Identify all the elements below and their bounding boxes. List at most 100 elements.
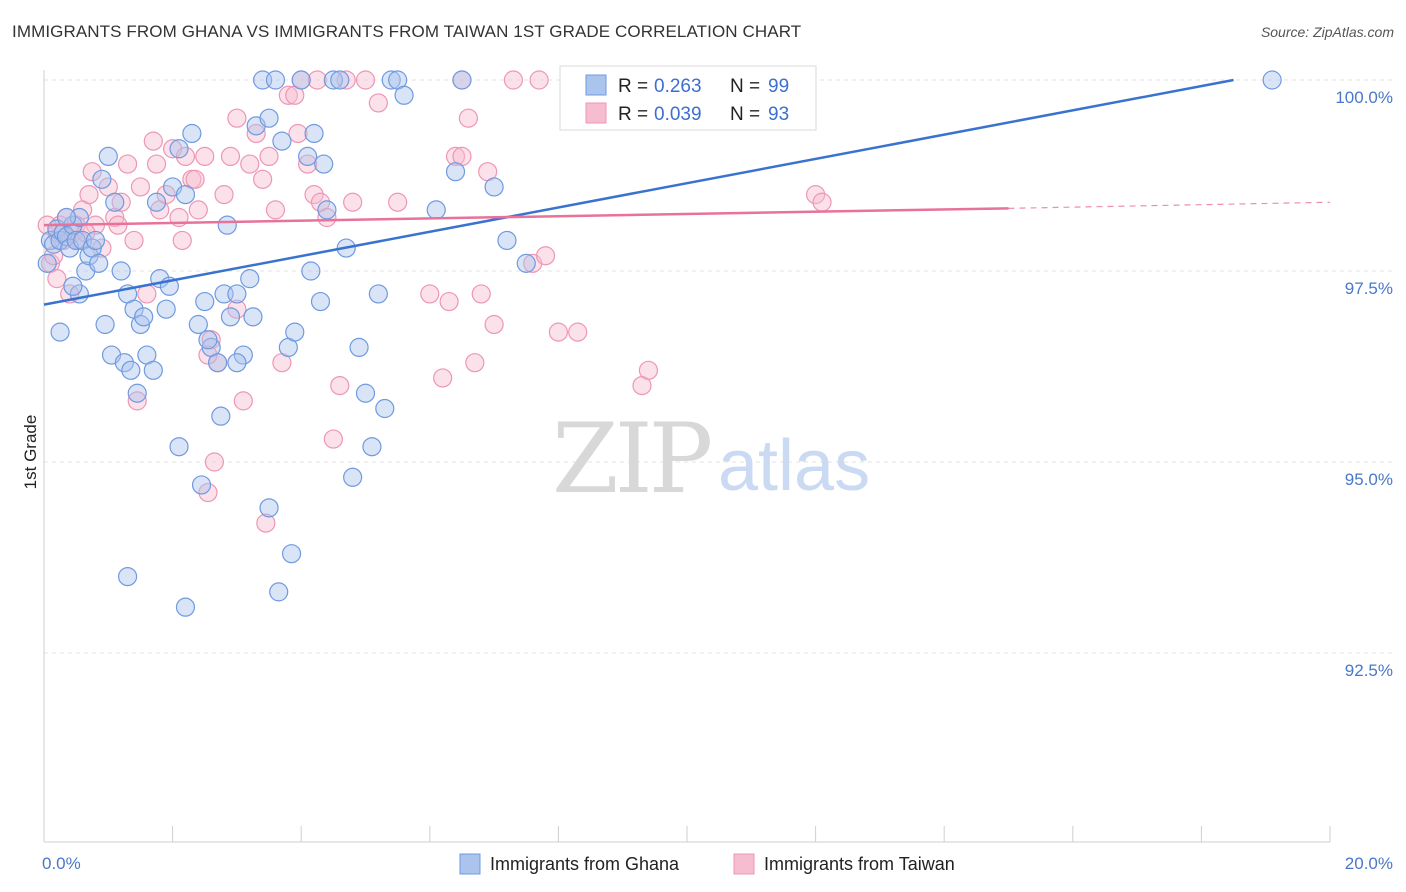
ghana-point-63: [426, 200, 446, 220]
ghana-point-43: [272, 131, 292, 151]
taiwan-point-17: [117, 154, 138, 174]
ghana-point-83: [117, 566, 138, 587]
taiwan-point-69: [568, 322, 588, 342]
taiwan-point-54: [388, 192, 408, 212]
ghana-point-95: [217, 215, 237, 235]
ghana-point-60: [381, 70, 401, 90]
ghana-point-17: [105, 192, 125, 212]
ghana-point-41: [259, 108, 279, 128]
taiwan-point-62: [471, 284, 491, 304]
ghana-point-92: [89, 253, 109, 273]
taiwan-point-91: [529, 70, 549, 90]
ghana-point-88: [198, 330, 218, 350]
taiwan-point-78: [127, 391, 147, 411]
ghana-point-46: [291, 70, 311, 90]
ghana-point-14: [85, 230, 106, 251]
taiwan-point-82: [198, 482, 218, 503]
ghana-point-57: [362, 437, 382, 457]
bottom-legend-label-ghana: Immigrants from Ghana: [490, 854, 680, 874]
y-tick-label-2: 95.0%: [1345, 470, 1393, 489]
taiwan-point-56: [433, 368, 453, 388]
taiwan-point-67: [535, 246, 556, 266]
taiwan-point-92: [288, 123, 308, 144]
taiwan-point-32: [214, 185, 234, 205]
ghana-point-97: [314, 154, 334, 174]
ghana-point-81: [211, 406, 231, 426]
ghana-point-31: [195, 291, 215, 312]
taiwan-point-39: [259, 146, 279, 166]
taiwan-point-23: [156, 185, 176, 205]
taiwan-point-61: [465, 353, 485, 373]
ghana-point-25: [156, 299, 176, 319]
taiwan-point-60: [458, 108, 478, 128]
taiwan-point-18: [124, 230, 144, 251]
ghana-points: [37, 70, 1282, 617]
taiwan-point-52: [343, 192, 363, 212]
taiwan-point-86: [146, 154, 167, 174]
taiwan-trend-line-extension: [1008, 201, 1331, 209]
taiwan-point-55: [420, 284, 440, 304]
ghana-point-85: [281, 544, 302, 564]
legend-r-label-taiwan: R =: [618, 104, 648, 125]
ghana-point-64: [445, 162, 466, 182]
taiwan-point-58: [445, 146, 466, 166]
ghana-point-50: [317, 200, 337, 220]
taiwan-point-34: [227, 108, 247, 128]
ghana-point-96: [301, 261, 321, 281]
stats-legend: R = 0.263 N = 99 R = 0.039 N = 93: [559, 65, 817, 131]
ghana-point-51: [323, 70, 343, 90]
taiwan-point-49: [323, 429, 343, 449]
ghana-point-29: [182, 123, 202, 144]
taiwan-point-85: [172, 230, 192, 251]
legend-r-label-ghana: R =: [618, 76, 648, 97]
bottom-legend-swatch-taiwan: [733, 853, 755, 875]
legend-n-label-taiwan: N =: [730, 104, 760, 125]
ghana-point-36: [227, 284, 247, 304]
ghana-point-82: [175, 597, 196, 617]
legend-n-value-ghana: 99: [768, 76, 789, 97]
bottom-legend-swatch-ghana: [459, 853, 481, 875]
taiwan-point-81: [204, 452, 224, 472]
ghana-point-62: [394, 85, 414, 105]
ghana-point-15: [92, 169, 112, 189]
ghana-point-86: [269, 582, 289, 602]
taiwan-point-73: [812, 192, 832, 212]
taiwan-point-68: [548, 322, 569, 342]
ghana-point-79: [169, 437, 189, 457]
x-tick-label-right: 20.0%: [1345, 854, 1393, 873]
ghana-point-93: [63, 276, 83, 296]
ghana-point-68: [516, 253, 536, 273]
taiwan-point-35: [233, 391, 253, 411]
legend-swatch-ghana: [585, 74, 607, 96]
ghana-point-48: [304, 123, 324, 144]
ghana-point-98: [56, 207, 77, 228]
y-tick-labels: 100.0% 97.5% 95.0% 92.5%: [1335, 88, 1393, 680]
taiwan-point-72: [805, 185, 826, 205]
taiwan-point-38: [253, 169, 273, 189]
ghana-point-27: [169, 139, 189, 159]
taiwan-point-36: [240, 154, 260, 174]
ghana-point-42: [265, 70, 286, 90]
ghana-point-76: [114, 353, 134, 373]
ghana-point-18: [111, 261, 131, 281]
taiwan-point-88: [307, 70, 327, 90]
ghana-point-80: [191, 475, 212, 495]
ghana-point-37: [233, 345, 253, 365]
ghana-point-91: [146, 192, 167, 212]
ghana-point-67: [497, 230, 517, 251]
taiwan-point-65: [503, 70, 523, 90]
ghana-point-49: [310, 291, 331, 312]
taiwan-trend-line: [43, 207, 1009, 227]
ghana-point-52: [330, 70, 350, 90]
taiwan-point-37: [246, 123, 266, 144]
taiwan-point-53: [368, 93, 388, 113]
ghana-point-65: [452, 70, 472, 90]
watermark: ZIP atlas: [552, 403, 870, 515]
ghana-trend-line: [43, 78, 1234, 306]
taiwan-point-64: [484, 314, 504, 335]
ghana-point-77: [121, 360, 141, 380]
ghana-point-66: [484, 177, 504, 197]
legend-r-value-taiwan: 0.039: [654, 104, 702, 125]
legend-r-value-ghana: 0.263: [654, 76, 702, 97]
